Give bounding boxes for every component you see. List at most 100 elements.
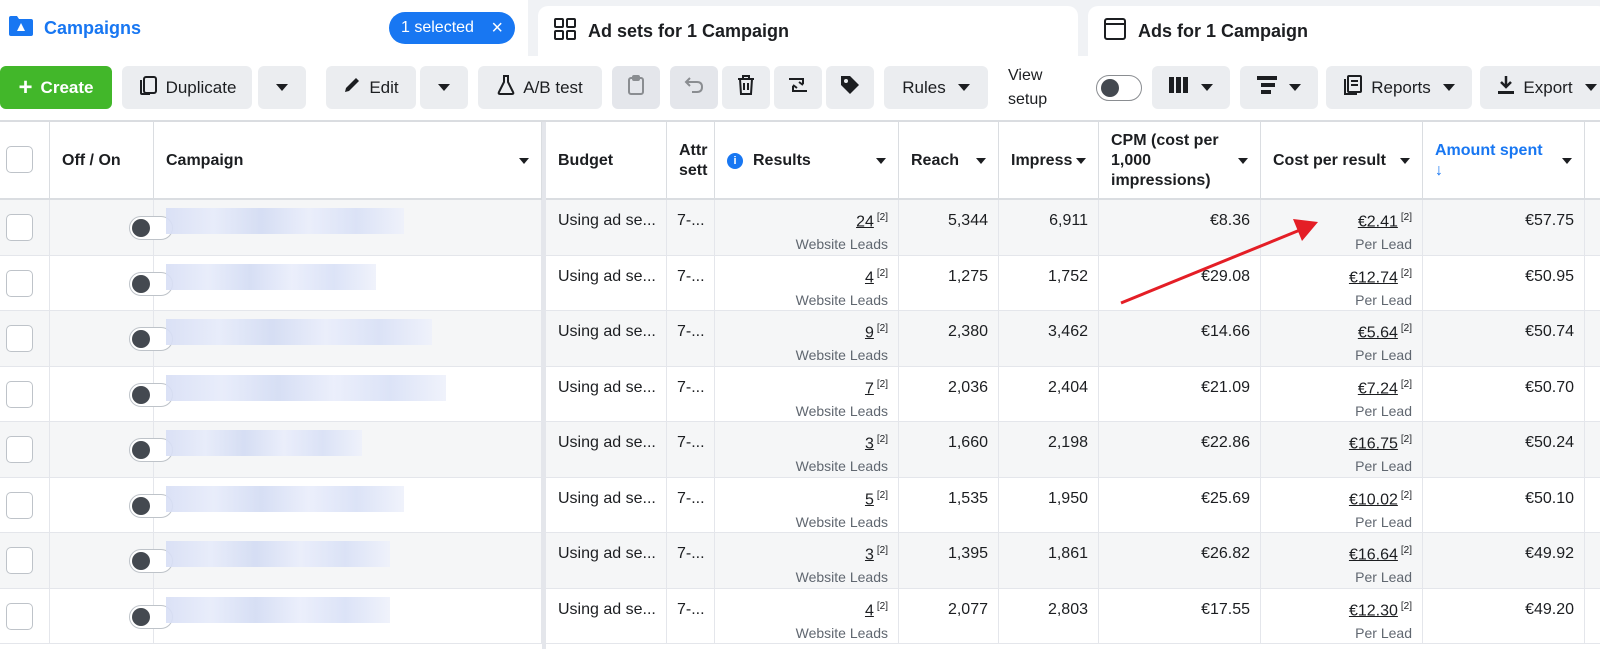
row-checkbox[interactable]	[6, 491, 33, 519]
sort-caret-icon[interactable]	[876, 158, 886, 164]
campaign-name-cell[interactable]	[154, 366, 542, 422]
cost-per-result-value[interactable]: €10.02	[1348, 490, 1398, 508]
row-checkbox[interactable]	[6, 380, 33, 408]
reports-button[interactable]: Reports	[1326, 66, 1472, 109]
row-select-cell	[0, 255, 50, 311]
sort-caret-icon[interactable]	[976, 158, 986, 164]
results-value[interactable]: 7	[864, 379, 874, 397]
results-value[interactable]: 5	[864, 490, 874, 508]
results-value[interactable]: 4	[864, 268, 874, 286]
table-row[interactable]: Using ad se... 7-... 4 [2] Website Leads 2,07…	[0, 588, 1600, 644]
col-cost-per-result-label: Cost per result	[1273, 152, 1386, 169]
clear-selection-icon[interactable]: ×	[491, 17, 503, 39]
sort-caret-icon[interactable]	[1400, 158, 1410, 164]
table-row[interactable]: Using ad se... 7-... 7 [2] Website Leads 2,03…	[0, 366, 1600, 422]
row-checkbox[interactable]	[6, 325, 33, 352]
duplicate-icon	[138, 75, 158, 100]
results-footnote: [2]	[876, 378, 888, 390]
sort-caret-icon[interactable]	[1562, 158, 1572, 164]
campaign-on-off-toggle[interactable]	[129, 327, 173, 351]
table-row[interactable]: Using ad se... 7-... 9 [2] Website Leads 2,38…	[0, 311, 1600, 367]
cost-per-result-value[interactable]: €7.24	[1357, 379, 1398, 397]
table-row[interactable]: Using ad se... 7-... 24 [2] Website Leads 5,3…	[0, 200, 1600, 256]
col-impressions[interactable]: Impress	[999, 122, 1099, 200]
compare-button[interactable]	[774, 66, 822, 109]
results-value[interactable]: 4	[864, 601, 874, 619]
export-button[interactable]: Export	[1480, 66, 1600, 109]
row-checkbox[interactable]	[6, 547, 33, 574]
col-budget[interactable]: Budget	[546, 122, 667, 200]
campaign-name-cell[interactable]	[154, 200, 542, 256]
table-row[interactable]: Using ad se... 7-... 5 [2] Website Leads 1,53…	[0, 477, 1600, 533]
col-off-on[interactable]: Off / On	[50, 122, 154, 200]
row-checkbox[interactable]	[6, 436, 33, 463]
undo-button[interactable]	[670, 66, 718, 109]
clipboard-button[interactable]	[612, 66, 660, 109]
edit-button[interactable]: Edit	[326, 66, 416, 109]
duplicate-button[interactable]: Duplicate	[122, 66, 252, 109]
campaign-on-off-toggle[interactable]	[129, 549, 173, 573]
table-row[interactable]: Using ad se... 7-... 3 [2] Website Leads 1,66…	[0, 422, 1600, 478]
cost-per-result-value[interactable]: €16.75	[1348, 435, 1398, 453]
budget-cell: Using ad se...	[546, 255, 667, 311]
campaign-on-off-toggle[interactable]	[129, 493, 173, 518]
table-row[interactable]: Using ad se... 7-... 4 [2] Website Leads 1,27…	[0, 255, 1600, 311]
results-value[interactable]: 3	[864, 435, 874, 453]
row-checkbox[interactable]	[6, 269, 33, 297]
col-attribution[interactable]: Attr sett	[667, 122, 715, 200]
tab-adsets[interactable]: Ad sets for 1 Campaign	[538, 6, 1078, 56]
create-button[interactable]: + Create	[0, 66, 112, 109]
campaign-name-cell[interactable]	[154, 422, 542, 478]
view-setup-toggle[interactable]	[1096, 75, 1142, 101]
col-cpm[interactable]: CPM (cost per 1,000 impressions)	[1099, 122, 1261, 200]
cost-per-result-value[interactable]: €2.41	[1357, 213, 1398, 231]
chevron-down-icon	[1442, 84, 1455, 91]
campaign-name-cell[interactable]	[154, 533, 542, 589]
col-cost-per-result[interactable]: Cost per result	[1261, 122, 1423, 200]
cost-per-result-value[interactable]: €5.64	[1357, 324, 1398, 342]
sort-caret-icon[interactable]	[1238, 158, 1248, 164]
info-icon[interactable]: i	[727, 153, 743, 169]
results-value[interactable]: 9	[864, 324, 874, 342]
cost-per-result-value[interactable]: €12.74	[1348, 268, 1398, 286]
duplicate-dropdown-button[interactable]	[258, 66, 306, 109]
columns-button[interactable]	[1152, 66, 1230, 109]
clipboard-icon	[627, 75, 645, 100]
sort-caret-icon[interactable]	[519, 158, 529, 164]
col-campaign[interactable]: Campaign	[154, 122, 542, 200]
col-results[interactable]: i Results	[715, 122, 899, 200]
results-value[interactable]: 3	[864, 546, 874, 564]
rules-button[interactable]: Rules	[884, 66, 988, 109]
col-reach[interactable]: Reach	[899, 122, 999, 200]
selected-filter-pill[interactable]: 1 selected ×	[389, 12, 515, 44]
sort-caret-icon[interactable]	[1076, 158, 1086, 164]
edit-dropdown-button[interactable]	[420, 66, 468, 109]
budget-cell: Using ad se...	[546, 200, 667, 256]
breakdown-button[interactable]	[1240, 66, 1318, 109]
campaign-name-cell[interactable]	[154, 255, 542, 311]
reach-cell: 1,395	[899, 533, 999, 589]
ab-test-button[interactable]: A/B test	[478, 66, 602, 109]
select-all-checkbox[interactable]	[6, 146, 33, 173]
row-checkbox[interactable]	[6, 602, 33, 630]
campaign-on-off-toggle[interactable]	[129, 604, 173, 629]
tab-ads[interactable]: Ads for 1 Campaign	[1088, 6, 1600, 56]
columns-icon	[1169, 77, 1189, 98]
budget-cell: Using ad se...	[546, 422, 667, 478]
results-value[interactable]: 24	[856, 213, 874, 231]
cost-per-result-value[interactable]: €16.64	[1348, 546, 1398, 564]
cost-per-result-value[interactable]: €12.30	[1348, 601, 1398, 619]
row-checkbox[interactable]	[6, 214, 33, 241]
delete-button[interactable]	[722, 66, 770, 109]
campaign-name-cell[interactable]	[154, 311, 542, 367]
campaign-name-cell[interactable]	[154, 477, 542, 533]
toggle-knob	[132, 330, 150, 348]
campaign-on-off-toggle[interactable]	[129, 382, 173, 407]
tag-button[interactable]	[826, 66, 874, 109]
campaign-on-off-toggle[interactable]	[129, 216, 173, 240]
frozen-column-divider[interactable]	[542, 122, 546, 649]
campaign-on-off-toggle[interactable]	[129, 271, 173, 296]
campaign-name-cell[interactable]	[154, 588, 542, 644]
table-row[interactable]: Using ad se... 7-... 3 [2] Website Leads 1,39…	[0, 533, 1600, 589]
col-amount-spent[interactable]: Amount spent ↓	[1423, 122, 1585, 200]
